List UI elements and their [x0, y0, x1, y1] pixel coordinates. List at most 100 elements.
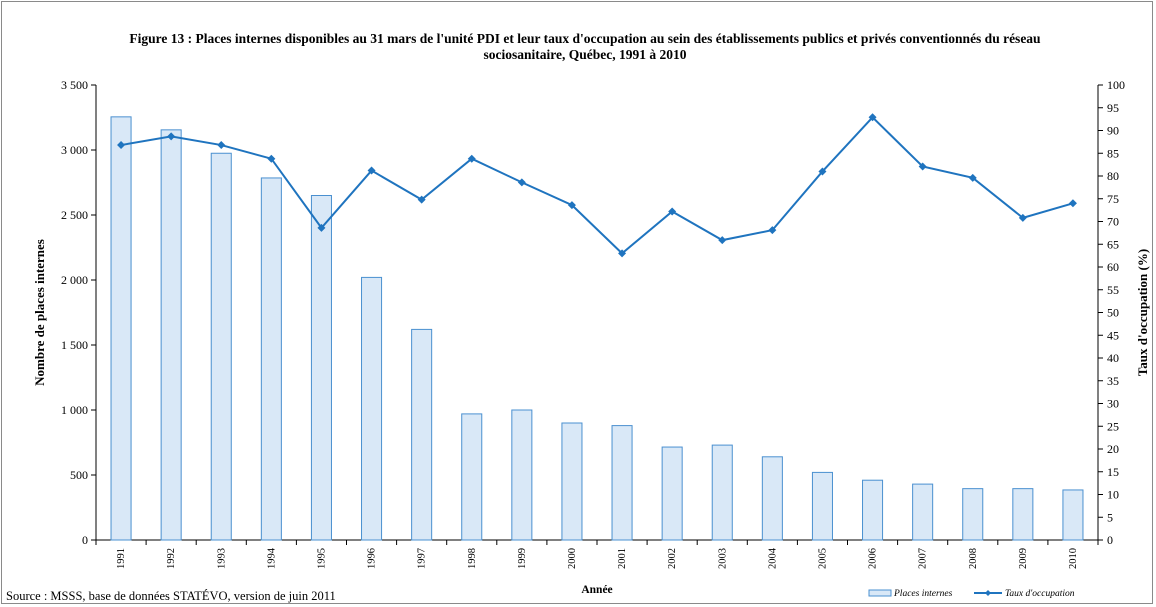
- line-point: [968, 173, 977, 182]
- x-tick-label: 2010: [1068, 548, 1079, 569]
- x-tick-label: 2007: [918, 548, 929, 569]
- x-tick-label: 1994: [266, 547, 277, 569]
- legend-label-taux-occupation: Taux d'occupation: [1005, 589, 1075, 599]
- y-tick-label-right: 45: [1107, 328, 1119, 342]
- x-tick-label: 1992: [166, 548, 177, 569]
- bar: [611, 425, 633, 541]
- line-point: [818, 167, 827, 176]
- x-tick-label: 2002: [667, 548, 678, 569]
- line-point: [1068, 199, 1077, 208]
- y-tick-label-right: 20: [1107, 442, 1119, 456]
- y-tick-label-left: 2 000: [61, 273, 88, 287]
- y-tick-label-left: 3 500: [61, 78, 88, 92]
- y-tick-label-right: 95: [1107, 101, 1119, 115]
- line-point: [918, 162, 927, 171]
- y-tick-label-left: 1 000: [61, 403, 88, 417]
- y-tick-label-right: 15: [1107, 465, 1119, 479]
- plot-axes: [95, 85, 1099, 541]
- bar: [411, 328, 433, 541]
- bar: [761, 456, 783, 541]
- bar: [561, 422, 583, 541]
- line-point: [517, 178, 526, 187]
- legend-swatch-places-internes: [868, 589, 892, 597]
- y-tick-label-right: 80: [1107, 169, 1119, 183]
- x-tick-label: 1991: [116, 548, 127, 569]
- line-point: [1018, 213, 1027, 222]
- x-tick-label: 2005: [817, 548, 828, 569]
- line-point: [117, 141, 126, 150]
- bar: [310, 195, 332, 541]
- bar: [361, 276, 383, 541]
- bar: [461, 413, 483, 541]
- bar: [210, 152, 232, 541]
- x-tick-label: 2001: [617, 548, 628, 569]
- y-tick-label-right: 90: [1107, 124, 1119, 138]
- x-axis-title: Année: [581, 584, 612, 596]
- x-tick-label: 2003: [717, 548, 728, 569]
- x-tick-label: 1999: [517, 548, 528, 569]
- y-tick-label-right: 60: [1107, 260, 1119, 274]
- y-tick-label-right: 75: [1107, 192, 1119, 206]
- y-tick-label-left: 3 000: [61, 143, 88, 157]
- y-tick-label-right: 0: [1107, 533, 1113, 547]
- legend-label-places-internes: Places internes: [893, 589, 953, 599]
- x-tick-label: 2008: [968, 548, 979, 569]
- x-tick-label: 2000: [567, 548, 578, 569]
- y-tick-label-right: 70: [1107, 215, 1119, 229]
- bar: [110, 116, 132, 541]
- bar: [962, 488, 984, 541]
- line-series-taux-occupation: [117, 113, 1077, 258]
- x-tick-label: 2006: [868, 548, 879, 569]
- series-line: [120, 115, 1074, 255]
- line-point: [567, 201, 576, 210]
- x-tick-label: 1996: [367, 548, 378, 569]
- y-tick-label-right: 30: [1107, 397, 1119, 411]
- source-note: Source : MSSS, base de données STATÉVO, …: [6, 589, 336, 603]
- line-point: [167, 132, 176, 141]
- bar: [811, 471, 833, 541]
- y-tick-label-right: 55: [1107, 283, 1119, 297]
- y-axis-title-left: Nombre de places internes: [32, 239, 47, 386]
- bar: [912, 483, 934, 541]
- line-point: [367, 166, 376, 175]
- x-tick-label: 1997: [417, 548, 428, 569]
- y-axis-title-right: Taux d'occupation (%): [1135, 249, 1150, 376]
- line-point: [217, 141, 226, 150]
- y-tick-label-right: 65: [1107, 237, 1119, 251]
- y-tick-label-right: 25: [1107, 419, 1119, 433]
- y-tick-label-left: 1 500: [61, 338, 88, 352]
- legend-marker-taux-occupation: [985, 590, 991, 596]
- y-tick-label-right: 5: [1107, 510, 1113, 524]
- legend: Places internes Taux d'occupation: [868, 589, 1075, 599]
- bar: [511, 409, 533, 541]
- line-point: [768, 226, 777, 235]
- x-tick-label: 1995: [316, 548, 327, 569]
- x-tick-label: 1993: [216, 548, 227, 569]
- line-point: [267, 154, 276, 163]
- line-point: [317, 223, 326, 232]
- line-point: [467, 154, 476, 163]
- bar: [160, 129, 182, 541]
- y-tick-label-left: 500: [70, 468, 88, 482]
- line-point: [618, 249, 627, 258]
- bar: [862, 479, 884, 541]
- axis-ticks: 0 500 1 000 1 500 2 000 2 500 3 000 3 500 0 5 10 15…: [61, 78, 1125, 569]
- line-point: [417, 195, 426, 204]
- bar: [661, 446, 683, 541]
- y-tick-label-right: 10: [1107, 488, 1119, 502]
- chart-title: Figure 13 : Places internes disponibles …: [129, 31, 1041, 62]
- y-tick-label-right: 35: [1107, 374, 1119, 388]
- y-tick-label-right: 50: [1107, 306, 1119, 320]
- bar: [1012, 488, 1034, 541]
- y-tick-label-right: 85: [1107, 146, 1119, 160]
- bar-series-places-internes: [110, 116, 1084, 541]
- line-point: [718, 236, 727, 245]
- line-point: [668, 207, 677, 216]
- bar: [260, 177, 282, 541]
- bar: [1062, 489, 1084, 541]
- line-point: [868, 113, 877, 122]
- y-tick-label-left: 2 500: [61, 208, 88, 222]
- x-tick-label: 2009: [1018, 548, 1029, 569]
